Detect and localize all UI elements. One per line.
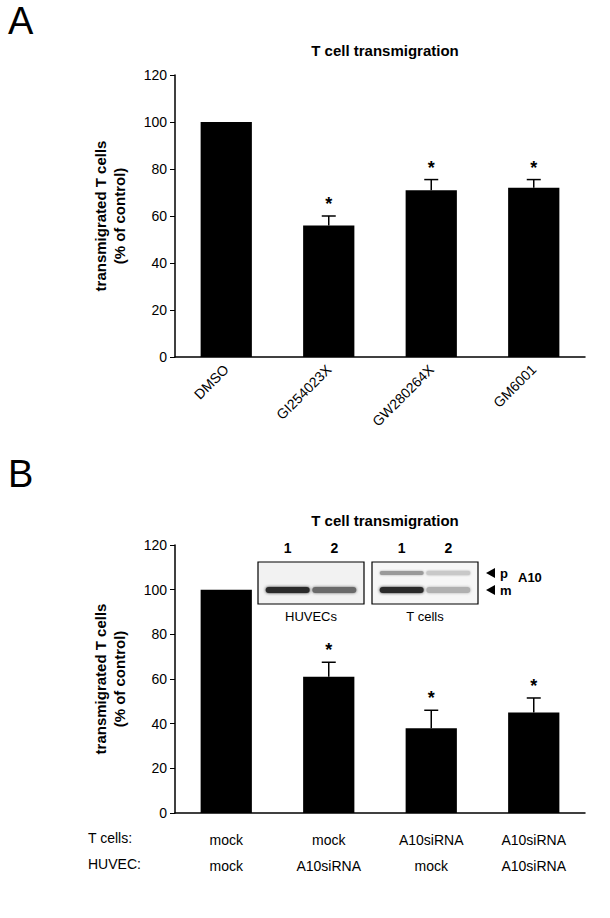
svg-text:(% of control): (% of control) — [111, 168, 128, 265]
svg-text:60: 60 — [151, 208, 167, 224]
svg-text:*: * — [428, 158, 435, 178]
svg-text:20: 20 — [151, 760, 167, 776]
svg-text:100: 100 — [144, 582, 168, 598]
svg-text:transmigrated T cells: transmigrated T cells — [92, 141, 109, 292]
svg-text:mock: mock — [210, 832, 244, 848]
svg-text:*: * — [325, 194, 332, 214]
svg-text:*: * — [530, 158, 537, 178]
svg-text:GI254023X: GI254023X — [273, 361, 335, 423]
svg-text:A10: A10 — [518, 570, 542, 585]
svg-text:DMSO: DMSO — [191, 361, 232, 402]
svg-text:100: 100 — [144, 114, 168, 130]
svg-text:A10siRNA: A10siRNA — [501, 858, 566, 874]
svg-text:1: 1 — [284, 540, 292, 556]
svg-text:A10siRNA: A10siRNA — [501, 832, 566, 848]
svg-text:T cells:: T cells: — [88, 830, 132, 846]
svg-text:GW280264X: GW280264X — [369, 361, 437, 429]
svg-text:HUVEC:: HUVEC: — [88, 856, 141, 872]
svg-text:A: A — [8, 0, 34, 42]
svg-text:GM6001: GM6001 — [490, 361, 539, 410]
svg-text:transmigrated T cells: transmigrated T cells — [92, 604, 109, 755]
svg-text:20: 20 — [151, 302, 167, 318]
svg-text:p: p — [500, 566, 508, 581]
svg-text:B: B — [8, 453, 33, 495]
svg-text:120: 120 — [144, 67, 168, 83]
svg-text:A10siRNA: A10siRNA — [296, 858, 361, 874]
svg-text:1: 1 — [398, 540, 406, 556]
svg-text:80: 80 — [151, 161, 167, 177]
svg-text:A10siRNA: A10siRNA — [399, 832, 464, 848]
svg-text:2: 2 — [444, 540, 452, 556]
svg-text:mock: mock — [415, 858, 449, 874]
svg-text:m: m — [500, 583, 512, 598]
svg-text:*: * — [428, 688, 435, 708]
svg-text:mock: mock — [210, 858, 244, 874]
svg-text:mock: mock — [312, 832, 346, 848]
svg-text:120: 120 — [144, 537, 168, 553]
svg-text:HUVECs: HUVECs — [285, 609, 338, 624]
svg-text:2: 2 — [330, 540, 338, 556]
svg-text:40: 40 — [151, 716, 167, 732]
svg-text:(% of control): (% of control) — [111, 631, 128, 728]
svg-text:60: 60 — [151, 671, 167, 687]
svg-text:0: 0 — [159, 805, 167, 821]
svg-text:80: 80 — [151, 626, 167, 642]
svg-text:*: * — [530, 676, 537, 696]
svg-text:T cell transmigration: T cell transmigration — [311, 512, 459, 529]
svg-text:*: * — [325, 640, 332, 660]
svg-text:40: 40 — [151, 255, 167, 271]
svg-text:0: 0 — [159, 349, 167, 365]
svg-text:T cells: T cells — [406, 609, 444, 624]
svg-text:T cell transmigration: T cell transmigration — [311, 42, 459, 59]
